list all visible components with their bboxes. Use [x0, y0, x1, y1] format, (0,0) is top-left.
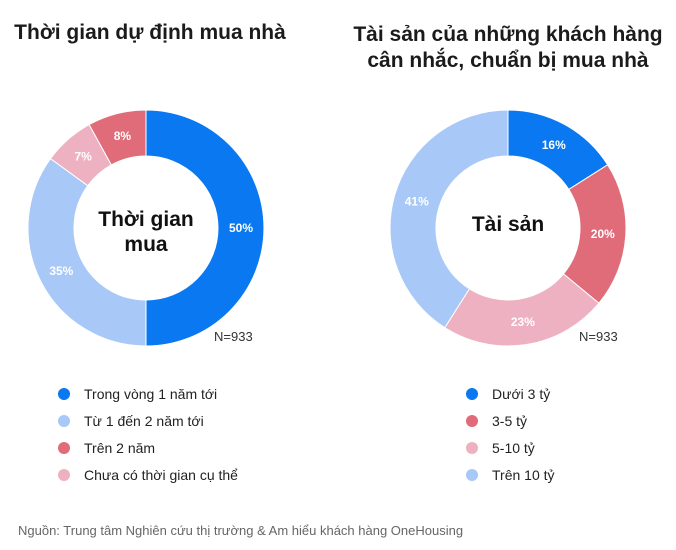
legend-dot [58, 414, 70, 427]
legend-item: Trên 2 năm [58, 434, 238, 461]
legend-label: Dưới 3 tỷ [492, 385, 551, 402]
legend-dot [58, 441, 70, 454]
donut-center-label-left: Thời gian mua [98, 208, 194, 256]
chart-title-left: Thời gian dự định mua nhà [14, 21, 286, 44]
sample-size-left: N=933 [214, 329, 253, 344]
slice-value-label: 16% [542, 138, 566, 152]
legend-label: Từ 1 đến 2 năm tới [84, 412, 204, 429]
slice-value-label: 7% [75, 150, 93, 164]
legend-item: Dưới 3 tỷ [466, 380, 555, 407]
legend-item: Trên 10 tỷ [466, 461, 555, 488]
slice-value-label: 23% [511, 315, 535, 329]
legend-label: Trong vòng 1 năm tới [84, 385, 218, 402]
legend-dot [466, 387, 478, 400]
legend-dot [466, 441, 478, 454]
legend-item: Chưa có thời gian cụ thể [58, 461, 238, 488]
legend-label: Chưa có thời gian cụ thể [84, 466, 238, 483]
donut-chart-left: 50% 35% 7% 8% [27, 109, 265, 347]
legend-label: 3-5 tỷ [492, 412, 528, 429]
legend-dot [58, 387, 70, 400]
donut-slice [389, 109, 509, 329]
legend-label: Trên 10 tỷ [492, 466, 555, 483]
legend-dot [466, 468, 478, 481]
chart-title-right: Tài sản của những khách hàng cân nhắc, c… [353, 23, 663, 72]
slice-value-label: 50% [229, 221, 253, 235]
slice-value-label: 20% [591, 227, 615, 241]
donut-center-label-right: Tài sản [471, 213, 545, 236]
legend-item: 3-5 tỷ [466, 407, 555, 434]
donut-slice [444, 273, 600, 347]
sample-size-right: N=933 [579, 329, 618, 344]
donut-slice [27, 157, 147, 347]
source-note: Nguồn: Trung tâm Nghiên cứu thị trường &… [18, 523, 464, 538]
legend-dot [58, 468, 70, 481]
donut-chart-right: 16% 20% 23% 41% [389, 109, 627, 347]
legend-right: Dưới 3 tỷ 3-5 tỷ 5-10 tỷ Trên 10 tỷ [466, 380, 555, 488]
donut-slice [145, 109, 265, 347]
slice-value-label: 8% [114, 129, 132, 143]
legend-item: Từ 1 đến 2 năm tới [58, 407, 238, 434]
slice-value-label: 35% [49, 264, 73, 278]
slice-value-label: 41% [405, 194, 429, 208]
legend-item: Trong vòng 1 năm tới [58, 380, 238, 407]
donut-slice [88, 109, 147, 166]
legend-item: 5-10 tỷ [466, 434, 555, 461]
legend-label: Trên 2 năm [84, 439, 156, 456]
legend-label: 5-10 tỷ [492, 439, 535, 456]
legend-left: Trong vòng 1 năm tới Từ 1 đến 2 năm tới … [58, 380, 238, 488]
legend-dot [466, 414, 478, 427]
